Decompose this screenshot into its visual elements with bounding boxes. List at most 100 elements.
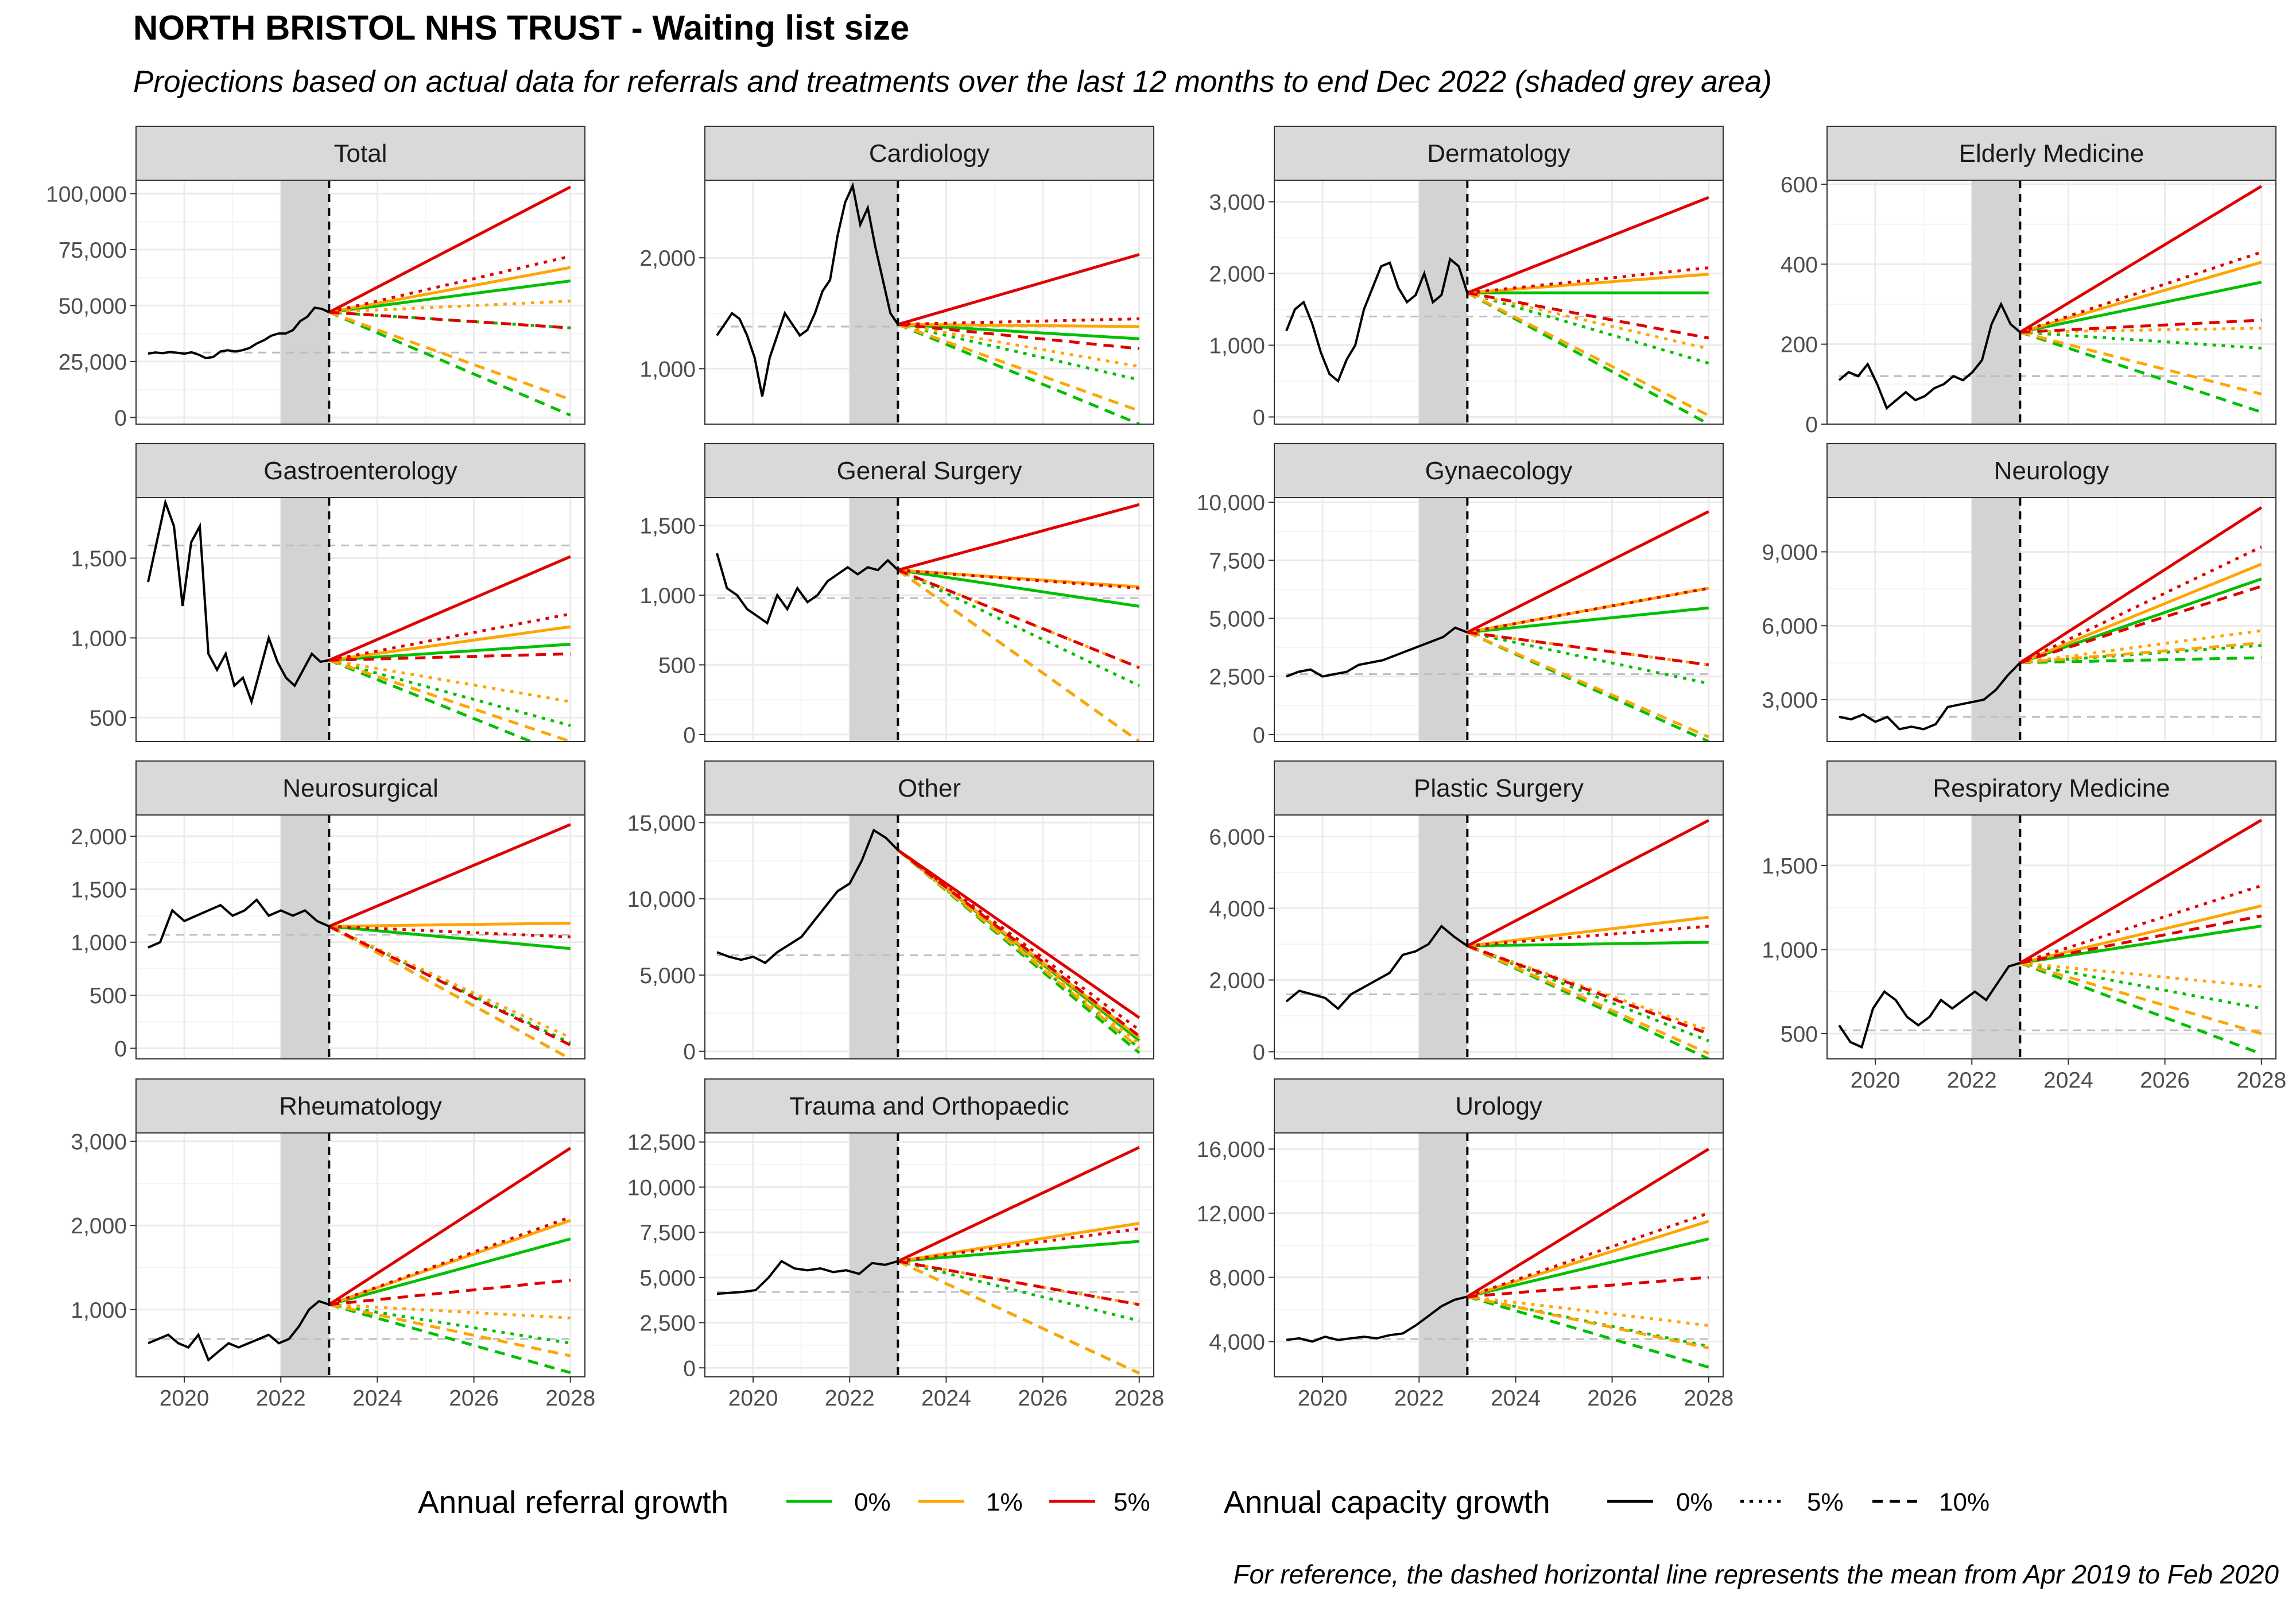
projection-line-ref1-solid bbox=[2019, 261, 2262, 334]
shaded-period bbox=[850, 180, 898, 424]
y-tick-label: 2,000 bbox=[71, 1214, 127, 1239]
legend-referral-0-label: 0% bbox=[854, 1488, 891, 1516]
projection-line-ref0-dashed bbox=[897, 323, 1140, 424]
shaded-period bbox=[1972, 815, 2020, 1059]
projection-line-ref1-solid bbox=[328, 1219, 571, 1306]
projection-line-ref5-solid bbox=[897, 849, 1141, 1019]
actual-line bbox=[148, 898, 330, 949]
projection-line-ref5-dashed bbox=[329, 310, 571, 329]
projection-line-ref1-dotted bbox=[1467, 1295, 1709, 1327]
x-tick-label: 2020 bbox=[728, 1386, 778, 1411]
panel-strip bbox=[1274, 443, 1724, 498]
y-tick-label: 75,000 bbox=[59, 238, 127, 263]
y-tick-label: 500 bbox=[90, 984, 127, 1008]
y-tick-label: 4,000 bbox=[1209, 897, 1265, 922]
panel-respiratory-medicine: Respiratory Medicine 500 1,000 1,500 2020 202… bbox=[1762, 760, 2286, 1093]
panel-title: Respiratory Medicine bbox=[1933, 774, 2170, 802]
projection-line-ref5-dotted bbox=[1467, 1212, 1709, 1298]
panel-strip bbox=[135, 760, 585, 816]
projection-line-ref0-dotted bbox=[328, 1303, 571, 1345]
panel-background bbox=[136, 1133, 585, 1377]
panel-title: Total bbox=[334, 139, 387, 168]
projection-line-ref1-dotted bbox=[2019, 629, 2262, 665]
panel-title: Gastroenterology bbox=[263, 457, 457, 485]
panel-elderly-medicine: Elderly Medicine 0 200 400 600 bbox=[1781, 126, 2276, 437]
panel-neurosurgical: Neurosurgical 0 500 1,000 1,500 2,000 bbox=[71, 760, 585, 1062]
y-tick-label: 0 bbox=[1252, 1041, 1265, 1065]
actual-line bbox=[1286, 1295, 1468, 1343]
y-tick-label: 50,000 bbox=[59, 294, 127, 319]
projection-line-ref1-dashed bbox=[1467, 944, 1709, 1055]
y-tick-label: 2,000 bbox=[639, 246, 696, 271]
actual-line bbox=[148, 1299, 329, 1363]
plot-area bbox=[136, 180, 585, 424]
panel-title: Other bbox=[898, 774, 961, 802]
panel-border bbox=[1826, 497, 2276, 742]
plot-area bbox=[1827, 815, 2276, 1059]
x-tick-label: 2022 bbox=[825, 1386, 875, 1411]
plot-area bbox=[1827, 498, 2276, 742]
y-tick-label: 200 bbox=[1781, 333, 1818, 358]
projection-line-ref1-dashed bbox=[328, 310, 571, 401]
projection-line-ref1-solid bbox=[328, 266, 571, 314]
projection-line-ref5-dashed bbox=[329, 1279, 571, 1306]
projection-line-ref1-dashed bbox=[328, 1303, 571, 1357]
shaded-period bbox=[850, 1133, 898, 1377]
y-tick-label: 4,000 bbox=[1209, 1330, 1265, 1354]
actual-line bbox=[716, 182, 899, 397]
shaded-period bbox=[1972, 498, 2020, 742]
shaded-period bbox=[850, 498, 898, 742]
projection-line-ref1-solid bbox=[329, 922, 571, 928]
y-tick-label: 1,000 bbox=[71, 626, 127, 651]
projection-line-ref0-solid bbox=[1467, 1237, 1709, 1298]
projection-line-ref5-dashed bbox=[1467, 291, 1709, 340]
legend-referral-title: Annual referral growth bbox=[418, 1484, 728, 1520]
panel-background bbox=[136, 815, 585, 1059]
y-tick-label: 1,500 bbox=[639, 514, 696, 539]
y-tick-label: 16,000 bbox=[1197, 1138, 1265, 1162]
y-tick-label: 2,500 bbox=[639, 1311, 696, 1336]
y-tick-label: 6,000 bbox=[1209, 825, 1265, 850]
shaded-period bbox=[281, 1133, 329, 1377]
panel-strip bbox=[704, 760, 1154, 816]
x-tick-label: 2020 bbox=[1851, 1068, 1901, 1093]
projection-line-ref5-dotted bbox=[898, 568, 1139, 590]
projection-line-ref5-solid bbox=[328, 1147, 572, 1306]
y-tick-label: 1,000 bbox=[71, 1298, 127, 1323]
panel-title: Urology bbox=[1455, 1092, 1542, 1120]
panel-border bbox=[704, 180, 1154, 425]
y-tick-label: 0 bbox=[1252, 406, 1265, 430]
y-tick-label: 1,000 bbox=[639, 584, 696, 608]
projection-line-ref1-dashed bbox=[328, 925, 572, 1059]
shaded-period bbox=[281, 498, 329, 742]
y-tick-label: 10,000 bbox=[627, 887, 696, 912]
projection-line-ref0-solid bbox=[1467, 941, 1709, 948]
panel-title: Neurosurgical bbox=[282, 774, 438, 802]
legend-capacity-10-label: 10% bbox=[1939, 1488, 1989, 1516]
plot-area bbox=[705, 498, 1154, 742]
panel-title: Dermatology bbox=[1427, 139, 1570, 168]
projection-line-ref1-dotted bbox=[329, 1303, 571, 1319]
projection-line-ref1-solid bbox=[2019, 562, 2262, 664]
panel-urology: Urology 4,000 8,000 12,000 16,000 2020 2022 202… bbox=[1197, 1078, 1733, 1411]
y-tick-label: 2,000 bbox=[1209, 969, 1265, 993]
panel-border bbox=[1274, 497, 1724, 742]
projection-line-ref1-solid bbox=[1467, 915, 1709, 948]
y-tick-label: 2,000 bbox=[1209, 262, 1265, 287]
plot-area bbox=[136, 1133, 585, 1377]
shaded-period bbox=[1419, 180, 1468, 424]
panel-background bbox=[1274, 498, 1723, 742]
chart-title: NORTH BRISTOL NHS TRUST - Waiting list s… bbox=[133, 9, 910, 47]
y-tick-label: 2,500 bbox=[1209, 665, 1265, 690]
projection-line-ref0-dashed bbox=[1467, 292, 1709, 424]
projection-line-ref1-dotted bbox=[897, 323, 1140, 368]
panel-border bbox=[1274, 1132, 1724, 1377]
projection-line-ref1-dotted bbox=[328, 925, 571, 1039]
projection-line-ref5-dashed bbox=[897, 568, 1140, 669]
projection-line-ref5-solid bbox=[328, 185, 571, 314]
x-tick-label: 2024 bbox=[921, 1386, 971, 1411]
plot-area bbox=[1827, 180, 2276, 424]
projection-line-ref1-solid bbox=[328, 625, 571, 662]
y-tick-label: 500 bbox=[90, 706, 127, 731]
